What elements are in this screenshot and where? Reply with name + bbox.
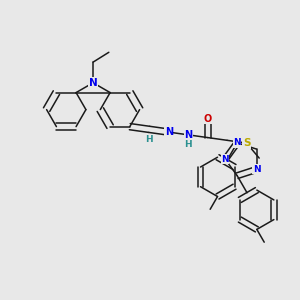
Text: H: H bbox=[184, 140, 192, 148]
Text: N: N bbox=[253, 165, 260, 174]
Text: N: N bbox=[221, 155, 229, 164]
Text: H: H bbox=[146, 135, 153, 144]
Text: N: N bbox=[165, 127, 173, 137]
Text: N: N bbox=[89, 78, 98, 88]
Text: S: S bbox=[243, 138, 250, 148]
Text: O: O bbox=[203, 114, 212, 124]
Text: N: N bbox=[233, 138, 241, 147]
Text: N: N bbox=[184, 130, 192, 140]
